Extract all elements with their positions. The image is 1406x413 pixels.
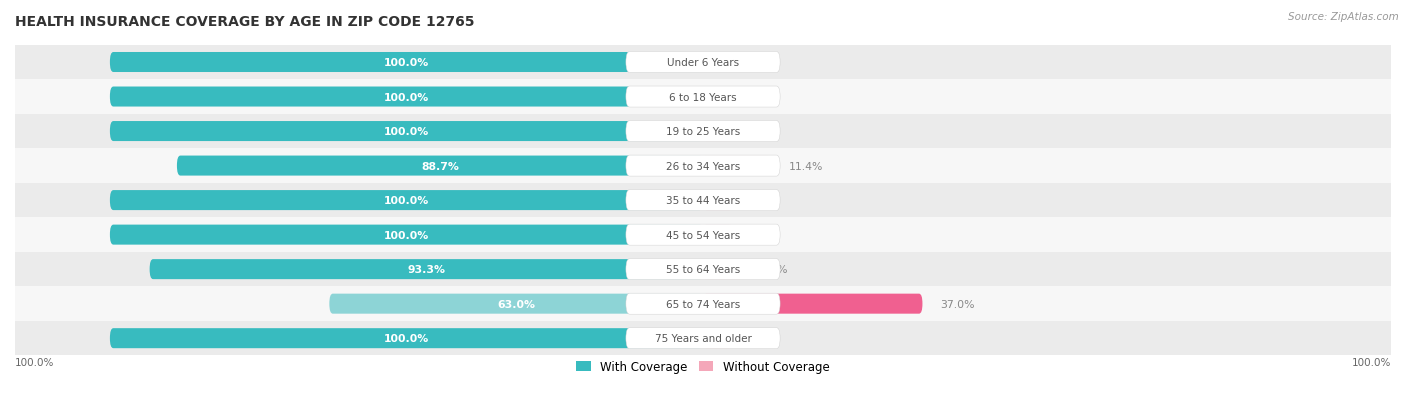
Bar: [15, 218, 1391, 252]
Text: 0.0%: 0.0%: [751, 58, 778, 68]
FancyBboxPatch shape: [110, 225, 703, 245]
FancyBboxPatch shape: [703, 53, 733, 73]
FancyBboxPatch shape: [703, 156, 770, 176]
FancyBboxPatch shape: [149, 259, 703, 280]
FancyBboxPatch shape: [703, 259, 742, 280]
Text: 100.0%: 100.0%: [384, 92, 429, 102]
Text: 6.7%: 6.7%: [761, 264, 787, 275]
FancyBboxPatch shape: [703, 191, 733, 211]
Text: 100.0%: 100.0%: [384, 127, 429, 137]
FancyBboxPatch shape: [177, 156, 703, 176]
Text: Under 6 Years: Under 6 Years: [666, 58, 740, 68]
Text: 0.0%: 0.0%: [751, 230, 778, 240]
FancyBboxPatch shape: [626, 52, 780, 74]
Bar: [15, 287, 1391, 321]
Text: 100.0%: 100.0%: [384, 58, 429, 68]
Text: 0.0%: 0.0%: [751, 127, 778, 137]
Text: 11.4%: 11.4%: [789, 161, 823, 171]
FancyBboxPatch shape: [626, 121, 780, 142]
Bar: [15, 149, 1391, 183]
FancyBboxPatch shape: [703, 87, 733, 107]
Text: 26 to 34 Years: 26 to 34 Years: [666, 161, 740, 171]
Text: 100.0%: 100.0%: [1351, 357, 1391, 367]
Text: 0.0%: 0.0%: [751, 196, 778, 206]
FancyBboxPatch shape: [626, 328, 780, 349]
FancyBboxPatch shape: [626, 294, 780, 314]
FancyBboxPatch shape: [626, 156, 780, 177]
Bar: [15, 252, 1391, 287]
FancyBboxPatch shape: [703, 122, 733, 142]
Text: 6 to 18 Years: 6 to 18 Years: [669, 92, 737, 102]
FancyBboxPatch shape: [703, 328, 733, 348]
Text: 65 to 74 Years: 65 to 74 Years: [666, 299, 740, 309]
Text: 19 to 25 Years: 19 to 25 Years: [666, 127, 740, 137]
FancyBboxPatch shape: [110, 122, 703, 142]
Text: 63.0%: 63.0%: [498, 299, 536, 309]
Text: 100.0%: 100.0%: [15, 357, 55, 367]
Bar: [15, 80, 1391, 114]
Bar: [15, 45, 1391, 80]
FancyBboxPatch shape: [110, 191, 703, 211]
Bar: [15, 321, 1391, 356]
Text: 88.7%: 88.7%: [420, 161, 458, 171]
FancyBboxPatch shape: [110, 87, 703, 107]
FancyBboxPatch shape: [703, 294, 922, 314]
Text: 93.3%: 93.3%: [408, 264, 446, 275]
FancyBboxPatch shape: [329, 294, 703, 314]
Bar: [15, 183, 1391, 218]
Text: 0.0%: 0.0%: [751, 92, 778, 102]
Bar: [15, 114, 1391, 149]
Text: 55 to 64 Years: 55 to 64 Years: [666, 264, 740, 275]
FancyBboxPatch shape: [110, 328, 703, 348]
Legend: With Coverage, Without Coverage: With Coverage, Without Coverage: [572, 356, 834, 378]
Text: 37.0%: 37.0%: [941, 299, 974, 309]
FancyBboxPatch shape: [703, 225, 733, 245]
FancyBboxPatch shape: [626, 259, 780, 280]
Text: HEALTH INSURANCE COVERAGE BY AGE IN ZIP CODE 12765: HEALTH INSURANCE COVERAGE BY AGE IN ZIP …: [15, 15, 474, 29]
FancyBboxPatch shape: [626, 87, 780, 108]
Text: 45 to 54 Years: 45 to 54 Years: [666, 230, 740, 240]
FancyBboxPatch shape: [626, 190, 780, 211]
Text: 0.0%: 0.0%: [751, 333, 778, 343]
Text: 100.0%: 100.0%: [384, 196, 429, 206]
Text: 100.0%: 100.0%: [384, 230, 429, 240]
FancyBboxPatch shape: [110, 53, 703, 73]
FancyBboxPatch shape: [626, 225, 780, 246]
Text: 100.0%: 100.0%: [384, 333, 429, 343]
Text: 35 to 44 Years: 35 to 44 Years: [666, 196, 740, 206]
Text: Source: ZipAtlas.com: Source: ZipAtlas.com: [1288, 12, 1399, 22]
Text: 75 Years and older: 75 Years and older: [655, 333, 751, 343]
